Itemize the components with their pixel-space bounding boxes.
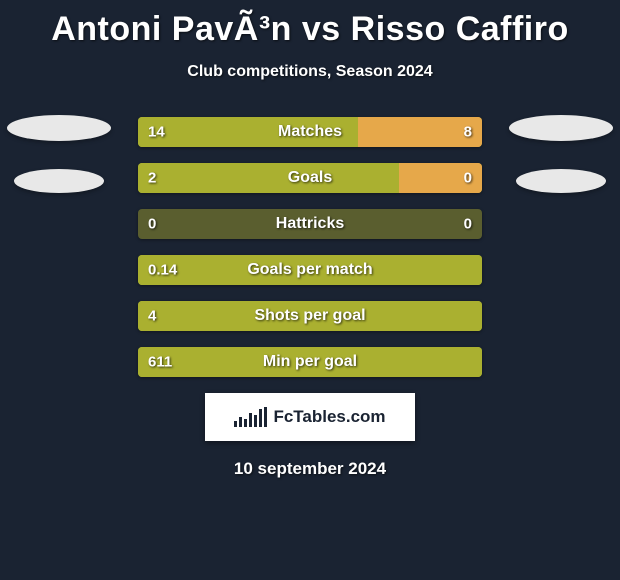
stat-row: 14 Matches 8 [138,117,482,147]
avatar-placeholder [7,115,111,141]
avatar-placeholder [509,115,613,141]
page-title: Antoni PavÃ³n vs Risso Caffiro [0,0,620,49]
stat-label: Shots per goal [254,307,365,325]
stat-value-right: 0 [464,170,472,187]
stat-row: 4 Shots per goal [138,301,482,331]
branding-bars-icon [234,407,267,427]
branding-badge: FcTables.com [205,393,415,441]
avatar-placeholder [14,169,104,193]
stat-value-left: 611 [148,354,172,371]
stat-row: 2 Goals 0 [138,163,482,193]
stat-label: Goals per match [247,261,372,279]
stat-value-left: 4 [148,308,156,325]
stat-value-left: 0 [148,216,156,233]
stat-rows: 14 Matches 8 2 Goals 0 0 Hattricks 0 0.14 Goals pe… [138,117,482,377]
branding-text: FcTables.com [273,407,385,427]
stat-label: Goals [288,169,332,187]
avatar-placeholder [516,169,606,193]
stat-label: Matches [278,123,342,141]
stat-bar-left-fill [138,163,399,193]
stat-row: 0.14 Goals per match [138,255,482,285]
stat-row: 611 Min per goal [138,347,482,377]
comparison-chart: 14 Matches 8 2 Goals 0 0 Hattricks 0 0.14 Goals pe… [0,117,620,377]
stat-label: Min per goal [263,353,357,371]
player-left-avatars [4,115,114,221]
date-label: 10 september 2024 [0,459,620,479]
stat-value-left: 0.14 [148,262,177,279]
stat-value-right: 8 [464,124,472,141]
stat-label: Hattricks [276,215,344,233]
stat-row: 0 Hattricks 0 [138,209,482,239]
player-right-avatars [506,115,616,221]
stat-value-left: 2 [148,170,156,187]
page-subtitle: Club competitions, Season 2024 [0,63,620,81]
stat-value-right: 0 [464,216,472,233]
stat-value-left: 14 [148,124,165,141]
